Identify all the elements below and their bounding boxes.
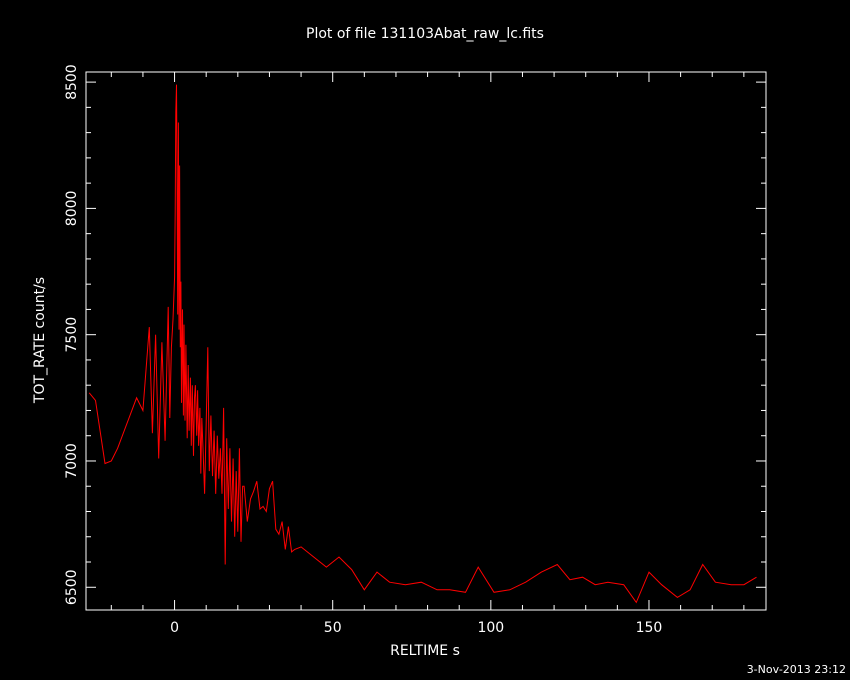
rate-line [88, 84, 757, 604]
y-tick-label: 7500 [64, 317, 80, 353]
x-tick-label: 150 [636, 620, 663, 636]
axis-ticks: 0 50 100 150 6500 7000 7500 8000 8500 [64, 64, 766, 636]
y-tick-label: 7000 [64, 443, 80, 479]
y-axis-label: TOT_RATE count/s [32, 277, 48, 404]
y-tick-label: 6500 [64, 569, 80, 605]
x-tick-label: 50 [324, 620, 342, 636]
plot-border [85, 71, 767, 611]
timestamp-label: 3-Nov-2013 23:12 [746, 663, 846, 676]
y-tick-label: 8500 [64, 64, 80, 100]
y-tick-label: 8000 [64, 191, 80, 227]
plot-frame [85, 71, 767, 611]
x-tick-label: 0 [170, 620, 179, 636]
data-series [88, 84, 757, 604]
chart-title: Plot of file 131103Abat_raw_lc.fits [306, 26, 544, 42]
x-tick-label: 100 [477, 620, 504, 636]
x-axis-label: RELTIME s [390, 643, 460, 659]
